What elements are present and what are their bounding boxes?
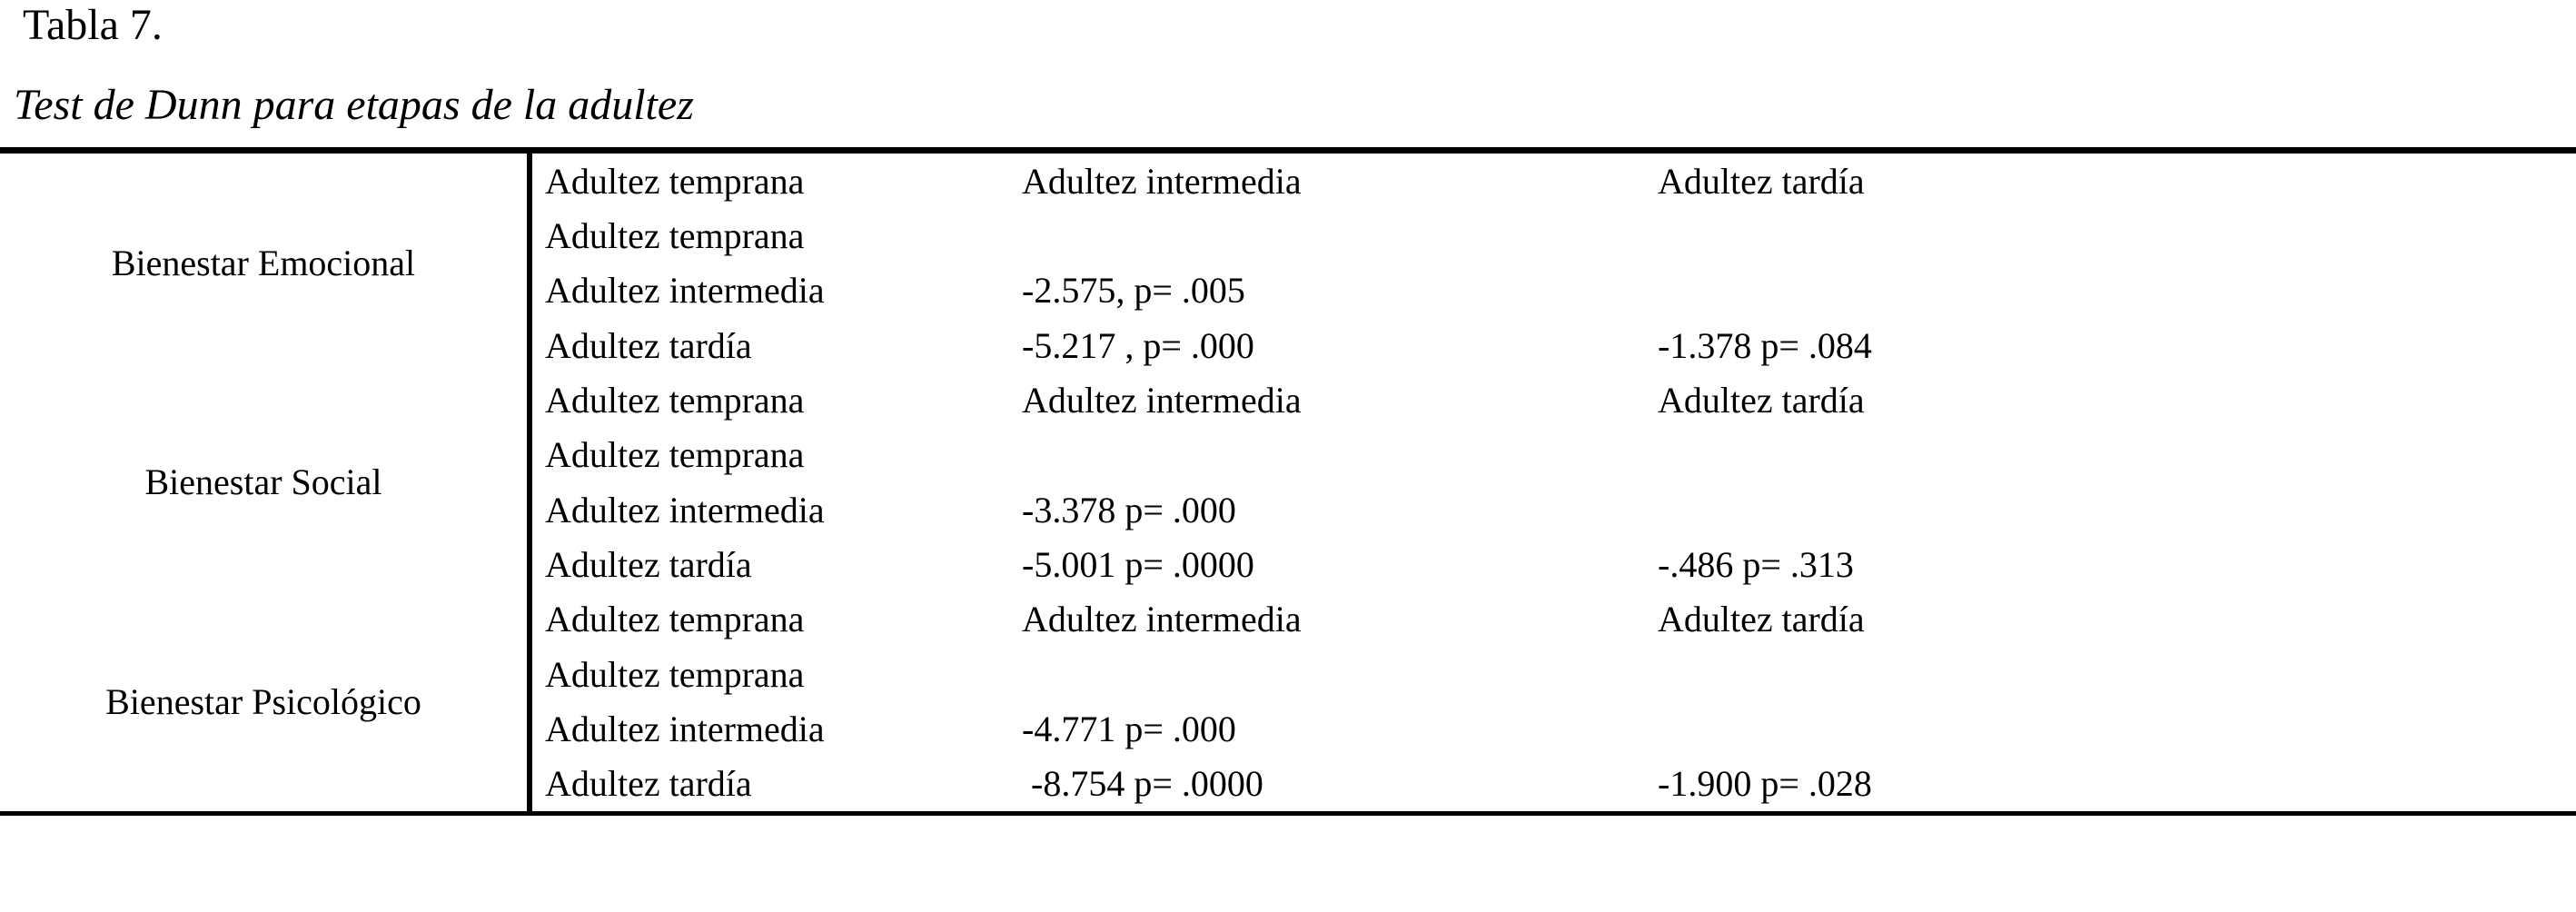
header-row: Adultez temprana Adultez intermedia Adul… <box>0 372 2576 427</box>
row-label: Adultez intermedia <box>545 270 825 312</box>
value-cell: -1.900 p= .028 <box>1658 763 1872 805</box>
column-header-intermedia: Adultez intermedia <box>1022 599 1302 640</box>
column-header-tardia: Adultez tardía <box>1658 379 1865 421</box>
column-header-temprana: Adultez temprana <box>545 160 805 202</box>
value-cell: -8.754 p= .0000 <box>1022 763 1263 805</box>
row-label: Adultez intermedia <box>545 708 825 749</box>
row-label: Adultez tardía <box>545 324 752 366</box>
column-header-intermedia: Adultez intermedia <box>1022 379 1302 421</box>
value-cell: -3.378 p= .000 <box>1022 489 1236 530</box>
table-row: Adultez tardía -8.754 p= .0000 -1.900 p=… <box>0 757 2576 811</box>
column-header-temprana: Adultez temprana <box>545 599 805 640</box>
header-row: Adultez temprana Adultez intermedia Adul… <box>0 154 2576 208</box>
row-label: Adultez intermedia <box>545 489 825 530</box>
header-row: Adultez temprana Adultez intermedia Adul… <box>0 592 2576 647</box>
column-header-intermedia: Adultez intermedia <box>1022 160 1302 202</box>
value-cell: -5.217 , p= .000 <box>1022 324 1254 366</box>
group-label-psicologico: Bienestar Psicológico <box>105 680 421 722</box>
table-row: Adultez tardía -5.217 , p= .000 -1.378 p… <box>0 318 2576 372</box>
value-cell: -.486 p= .313 <box>1658 543 1854 585</box>
table-row: Adultez tardía -5.001 p= .0000 -.486 p= … <box>0 537 2576 591</box>
group-label-social: Bienestar Social <box>144 461 382 503</box>
row-label: Adultez temprana <box>545 653 805 695</box>
column-header-temprana: Adultez temprana <box>545 379 805 421</box>
value-cell: -4.771 p= .000 <box>1022 708 1236 749</box>
table-section-psicologico: Bienestar Psicológico Adultez temprana A… <box>0 592 2576 811</box>
table-row: Adultez intermedia -3.378 p= .000 <box>0 482 2576 537</box>
row-label: Adultez tardía <box>545 543 752 585</box>
group-label-emocional: Bienestar Emocional <box>111 243 416 284</box>
dunn-test-table: Bienestar Emocional Adultez temprana Adu… <box>0 147 2576 816</box>
table-section-emocional: Bienestar Emocional Adultez temprana Adu… <box>0 154 2576 372</box>
table-row: Adultez temprana <box>0 428 2576 482</box>
value-cell: -1.378 p= .084 <box>1658 324 1872 366</box>
column-header-tardia: Adultez tardía <box>1658 599 1865 640</box>
table-row: Adultez intermedia -2.575, p= .005 <box>0 263 2576 318</box>
column-header-tardia: Adultez tardía <box>1658 160 1865 202</box>
row-label: Adultez temprana <box>545 434 805 476</box>
table-row: Adultez intermedia -4.771 p= .000 <box>0 701 2576 756</box>
table-row: Adultez temprana <box>0 647 2576 701</box>
table-section-social: Bienestar Social Adultez temprana Adulte… <box>0 372 2576 591</box>
value-cell: -5.001 p= .0000 <box>1022 543 1254 585</box>
page-title: Tabla 7. <box>23 1 163 49</box>
page-subtitle: Test de Dunn para etapas de la adultez <box>14 81 694 129</box>
value-cell: -2.575, p= .005 <box>1022 270 1245 312</box>
table-row: Adultez temprana <box>0 208 2576 263</box>
column-divider-rule <box>527 154 532 811</box>
row-label: Adultez tardía <box>545 763 752 805</box>
row-label: Adultez temprana <box>545 214 805 256</box>
